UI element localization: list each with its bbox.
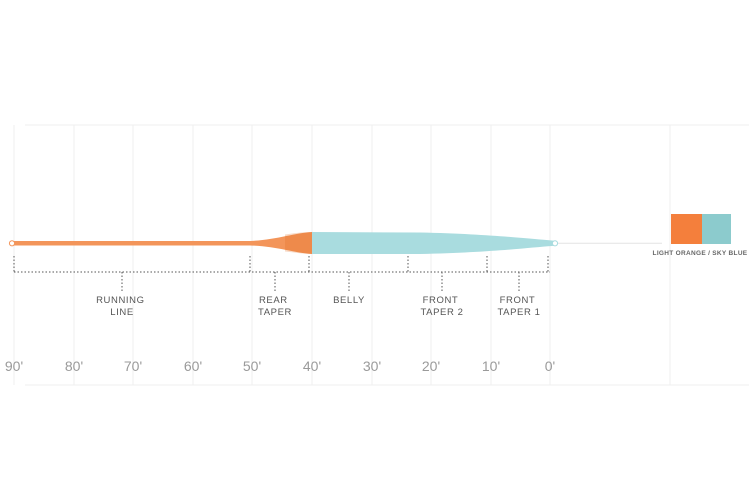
color-legend: LIGHT ORANGE / SKY BLUE [653,214,748,257]
distance-tick-label: 70' [124,358,142,374]
distance-tick-label: 20' [422,358,440,374]
legend-label: LIGHT ORANGE / SKY BLUE [653,250,748,257]
distance-tick-label: 0' [545,358,555,374]
distance-tick-label: 60' [184,358,202,374]
distance-tick-label: 80' [65,358,83,374]
distance-axis: 90' 80' 70' 60' 50' 40' 30' 20' 10' 0' [5,358,555,374]
distance-tick-label: 30' [363,358,381,374]
legend-swatch-light-orange [671,214,702,244]
segment-label-front-taper-2: FRONT TAPER 2 [420,295,463,318]
segment-label-belly: BELLY [333,295,365,306]
head-tip-cap [551,240,559,247]
legend-swatch-sky-blue [702,214,731,244]
distance-tick-label: 50' [243,358,261,374]
background-grid [13,124,749,386]
distance-tick-label: 40' [303,358,321,374]
running-line-end-cap [8,240,16,247]
segment-bracket [13,256,550,292]
head-shape [312,232,556,254]
segment-label-front-taper-1: FRONT TAPER 1 [497,295,540,318]
running-line-shape [12,232,312,254]
distance-tick-label: 10' [482,358,500,374]
distance-tick-label: 90' [5,358,23,374]
fly-line-profile [8,232,662,254]
rear-taper-shade [285,232,312,254]
segment-label-running-line: RUNNING LINE [96,295,148,318]
segment-label-rear-taper: REAR TAPER [258,295,292,318]
